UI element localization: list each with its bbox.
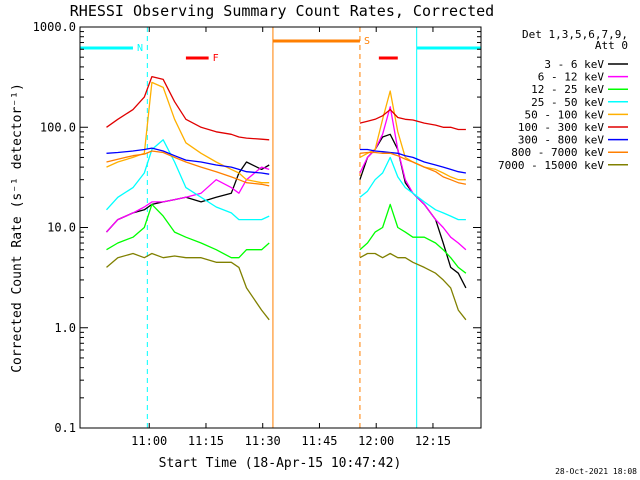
legend-label-2: 12 - 25 keV [531, 83, 604, 96]
legend-label-8: 7000 - 15000 keV [498, 159, 604, 172]
series-line-8-1 [359, 252, 467, 321]
series-line-8-0 [106, 252, 270, 321]
y-tick-label-0: 0.1 [54, 421, 76, 435]
plot-frame [79, 26, 482, 429]
series-line-5-1 [359, 108, 466, 131]
interval-label-f: F [213, 53, 219, 64]
legend-label-5: 100 - 300 keV [518, 121, 604, 134]
x-tick-label-3: 11:45 [301, 434, 337, 448]
y-tick-label-4: 1000.0 [33, 20, 76, 34]
legend-header-0: Det 1,3,5,6,7,9, [522, 28, 628, 41]
y-tick-label-3: 100.0 [40, 120, 76, 134]
series-line-3-1 [359, 156, 466, 221]
x-tick-label-0: 11:00 [131, 434, 167, 448]
x-axis-ticks: 11:00 11:15 11:30 11:45 12:00 12:15 [131, 27, 451, 448]
series-line-5-0 [106, 75, 270, 141]
series-line-2-0 [106, 203, 270, 259]
interval-bars: N F S [80, 36, 481, 64]
legend-header-1: Att 0 [595, 39, 628, 52]
footer-timestamp: 28-Oct-2021 18:08 [555, 467, 637, 476]
legend-label-3: 25 - 50 keV [531, 96, 604, 109]
interval-label-n: N [137, 43, 143, 54]
x-axis-label: Start Time (18-Apr-15 10:47:42) [159, 456, 402, 471]
legend-label-7: 800 - 7000 keV [511, 146, 604, 159]
x-tick-label-2: 11:30 [245, 434, 281, 448]
x-tick-label-5: 12:15 [415, 434, 451, 448]
legend-label-4: 50 - 100 keV [525, 108, 605, 121]
interval-label-s: S [364, 36, 370, 47]
series-lines [106, 75, 467, 321]
x-tick-label-4: 12:00 [358, 434, 394, 448]
series-line-3-0 [106, 139, 270, 221]
series-line-4-0 [106, 81, 270, 184]
y-tick-label-2: 10.0 [47, 221, 76, 235]
series-line-6-0 [106, 147, 270, 175]
series-line-7-1 [359, 151, 467, 185]
y-axis-label: Corrected Count Rate (s⁻¹ detector⁻¹) [10, 83, 25, 373]
y-axis-ticks: 0.1 1.0 10.0 100.0 1000.0 [33, 20, 481, 435]
series-line-2-1 [359, 203, 467, 274]
series-line-1-0 [106, 166, 270, 233]
legend-label-1: 6 - 12 keV [538, 71, 605, 84]
chart-title: RHESSI Observing Summary Count Rates, Co… [70, 2, 494, 20]
legend-label-0: 3 - 6 keV [544, 58, 604, 71]
x-tick-label-1: 11:15 [188, 434, 224, 448]
legend-label-6: 300 - 800 keV [518, 134, 604, 147]
y-tick-label-1: 1.0 [54, 321, 76, 335]
series-line-7-0 [106, 150, 270, 187]
series-line-4-1 [359, 90, 466, 181]
series-line-6-1 [359, 148, 467, 174]
vertical-markers [79, 27, 482, 428]
